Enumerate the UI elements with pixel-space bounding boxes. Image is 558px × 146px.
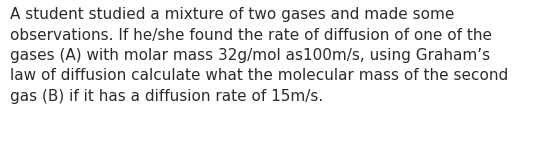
- Text: A student studied a mixture of two gases and made some
observations. If he/she f: A student studied a mixture of two gases…: [10, 7, 508, 104]
